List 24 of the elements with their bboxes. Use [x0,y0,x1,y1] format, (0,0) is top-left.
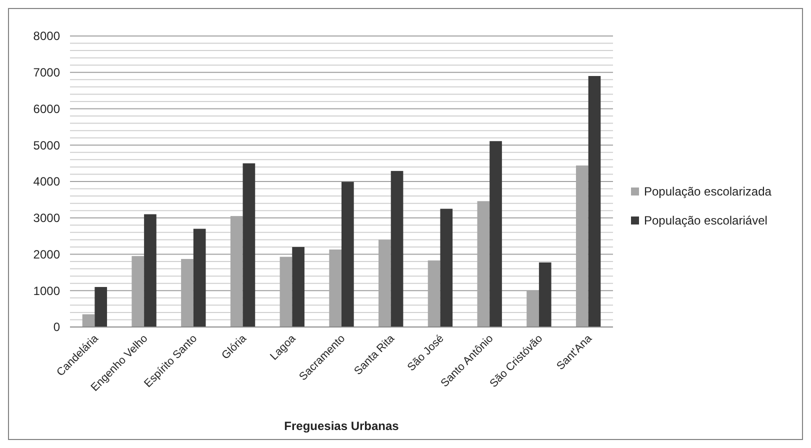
bar [144,214,156,327]
legend-label: População escolariável [644,214,768,228]
y-tick-label: 7000 [33,66,60,80]
bar [588,76,601,327]
bar [390,170,404,327]
y-tick-label: 3000 [33,211,60,226]
bar [342,182,354,327]
bar [538,262,552,327]
x-axis-title: Freguesias Urbanas [284,419,400,433]
bar [193,228,206,327]
bar [94,286,108,327]
y-tick-label: 4000 [33,174,60,189]
y-tick-label: 1000 [33,284,60,298]
bar [242,163,256,327]
bar [292,246,304,327]
legend-label: População escolarizada [644,184,772,199]
y-tick-label: 6000 [33,102,60,116]
y-tick-label: 2000 [33,247,60,262]
bar [82,314,95,327]
y-tick-label: 0 [53,320,60,334]
y-tick-label: 5000 [33,138,60,152]
bar [440,208,453,327]
y-tick-label: 8000 [33,29,60,44]
bar [490,141,502,327]
